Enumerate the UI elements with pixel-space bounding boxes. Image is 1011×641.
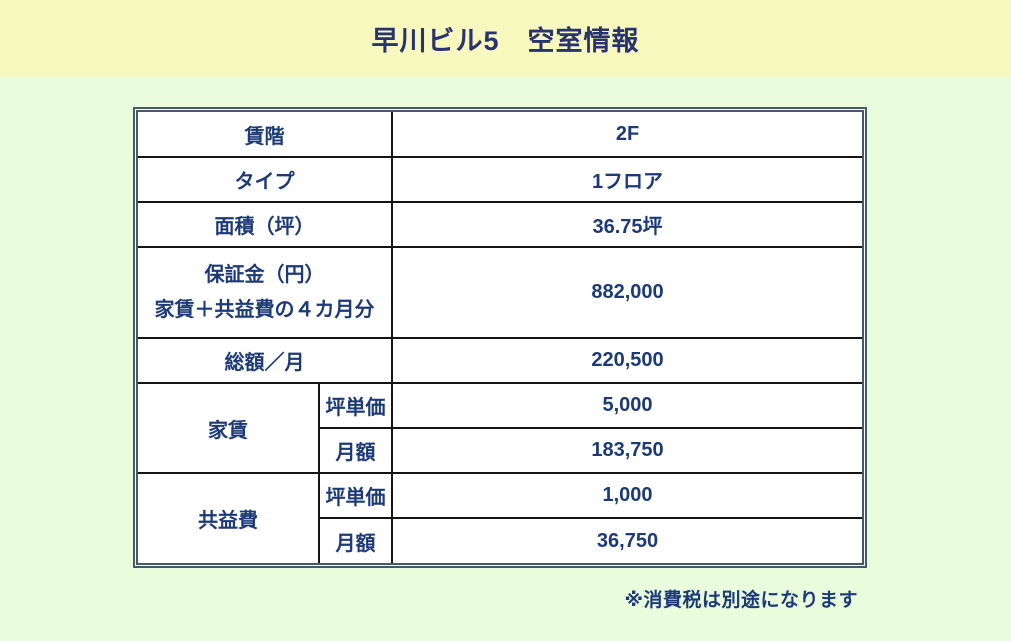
row-value: 882,000 [391,246,862,339]
tax-footnote: ※消費税は別途になります [624,590,858,611]
table-row-total: 総額／月 220,500 [138,337,862,384]
row-value: 36,750 [391,517,862,563]
header-band: 早川ビル5 空室情報 [0,0,1011,77]
sub-label: 月額 [318,517,393,563]
row-label: 賃階 [138,112,393,158]
table-row-rent-unit: 家賃 坪単価 5,000 [138,382,862,474]
group-label-rent: 家賃 [138,382,320,474]
row-label: 保証金（円） 家賃＋共益費の４カ月分 [138,246,393,339]
table-row-fee-month: 月額 36,750 [138,517,862,563]
row-value: 2F [391,112,862,158]
table-row-floor: 賃階 2F [138,112,862,158]
row-label: タイプ [138,156,393,203]
row-label: 総額／月 [138,337,393,384]
table-row-deposit: 保証金（円） 家賃＋共益費の４カ月分 882,000 [138,246,862,339]
table-row-area: 面積（坪） 36.75坪 [138,201,862,248]
row-label: 面積（坪） [138,201,393,248]
table-row-rent-month: 月額 183,750 [138,427,862,474]
row-label-line2: 家賃＋共益費の４カ月分 [154,298,375,321]
sub-label: 坪単価 [318,382,393,429]
table-row-fee-unit: 共益費 坪単価 1,000 [138,472,862,563]
row-value: 1フロア [391,156,862,203]
row-value: 1,000 [391,472,862,519]
vacancy-table: 賃階 2F タイプ 1フロア 面積（坪） 36.75坪 保証金（円） 家賃＋共益… [133,107,867,568]
row-value: 220,500 [391,337,862,384]
row-value: 183,750 [391,427,862,474]
page-title: 早川ビル5 空室情報 [371,26,640,56]
row-value: 5,000 [391,382,862,429]
sub-label: 坪単価 [318,472,393,519]
row-value: 36.75坪 [391,201,862,248]
table-row-type: タイプ 1フロア [138,156,862,203]
row-label-line1: 保証金（円） [204,263,325,286]
sub-label: 月額 [318,427,393,474]
group-label-common-fee: 共益費 [138,472,320,563]
vacancy-table-grid: 賃階 2F タイプ 1フロア 面積（坪） 36.75坪 保証金（円） 家賃＋共益… [138,112,862,563]
